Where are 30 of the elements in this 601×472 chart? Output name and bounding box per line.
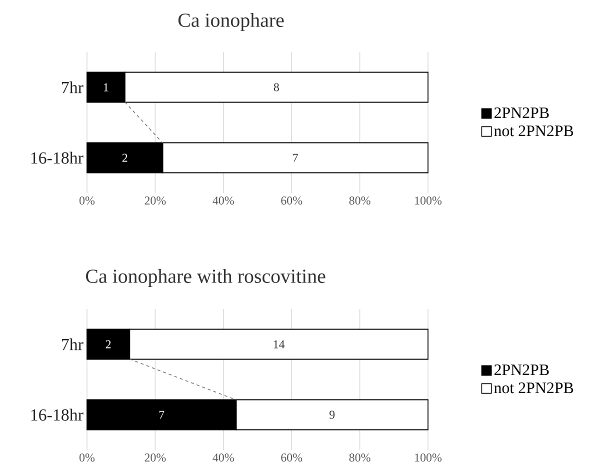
chart-title: Ca ionophare with roscovitine — [86, 268, 326, 288]
x-tick-label: 0% — [79, 454, 95, 462]
annotation: 2 — [106, 340, 111, 348]
x-tick-label: 60% — [281, 454, 302, 462]
x-tick-label: 100% — [415, 454, 442, 462]
y-tick-label: 7hr — [62, 81, 84, 94]
x-tick-label: 40% — [212, 196, 234, 205]
x-tick-label: 60% — [281, 196, 302, 205]
annotation: 9 — [330, 410, 335, 419]
x-tick-label: 80% — [349, 454, 370, 462]
annotation: 2 — [122, 154, 128, 162]
annotation: 14 — [274, 340, 285, 348]
x-tick-label: 40% — [212, 454, 234, 462]
y-tick-label: 7hr — [62, 338, 84, 350]
x-tick-label: 100% — [415, 196, 442, 205]
x-tick-label: 0% — [79, 196, 95, 205]
annotation: 7 — [159, 410, 164, 419]
legend-label: not 2PN2PB — [494, 126, 574, 136]
y-tick-label: 16-18hr — [31, 152, 84, 164]
x-tick-label: 20% — [144, 454, 166, 462]
legend-label: 2PN2PB — [494, 107, 549, 118]
y-tick-label: 16-18hr — [31, 408, 84, 421]
annotation: 7 — [293, 154, 298, 162]
x-tick-label: 20% — [144, 196, 166, 205]
x-tick-label: 80% — [349, 196, 370, 205]
legend-label: 2PN2PB — [494, 364, 549, 376]
annotation: 8 — [274, 83, 279, 92]
chart-title: Ca ionophare — [178, 12, 284, 32]
annotation: 1 — [104, 83, 108, 92]
legend-label: not 2PN2PB — [494, 382, 574, 394]
